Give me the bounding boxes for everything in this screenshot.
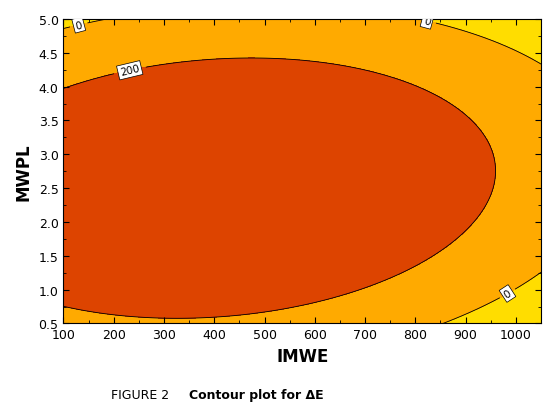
Text: 0: 0: [423, 16, 431, 28]
Text: Contour plot for ΔE: Contour plot for ΔE: [189, 388, 324, 401]
Text: 0: 0: [502, 288, 513, 300]
Y-axis label: MWPL: MWPL: [15, 143, 33, 201]
Text: 0: 0: [75, 20, 83, 31]
Text: 200: 200: [119, 64, 141, 78]
X-axis label: IMWE: IMWE: [276, 347, 329, 365]
Text: FIGURE 2: FIGURE 2: [111, 388, 170, 401]
